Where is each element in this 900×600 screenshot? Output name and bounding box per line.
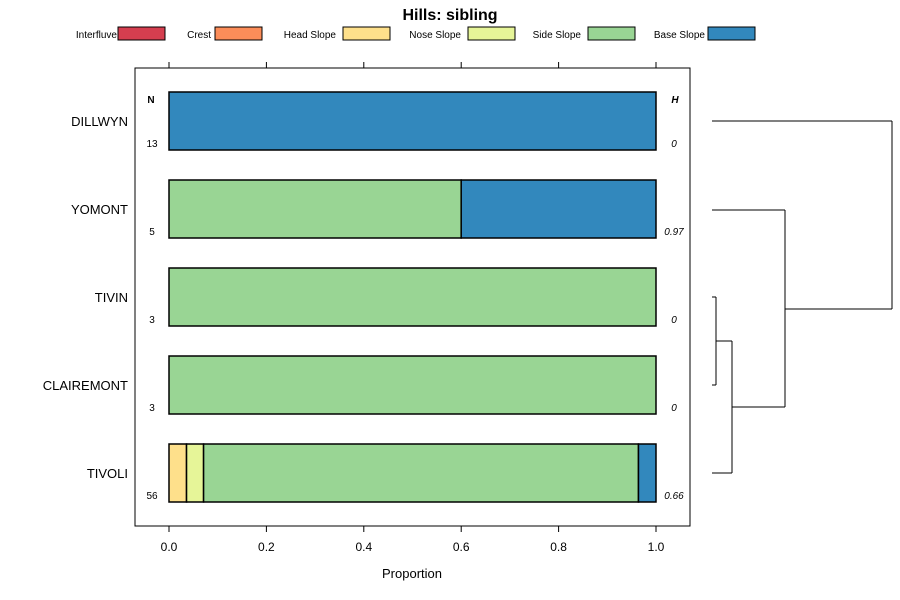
n-value: 13 (146, 139, 158, 150)
legend-swatch (214, 26, 263, 41)
bar-row: DILLWYN 13 0 (71, 91, 677, 151)
bar-row: CLAIREMONT 3 0 (43, 355, 677, 415)
x-axis: 0.0 0.2 0.4 0.6 0.8 1.0 (161, 62, 665, 554)
legend-label: Crest (187, 30, 211, 41)
legend-swatch (117, 26, 166, 41)
bar-segment (202, 443, 640, 503)
legend-label: Side Slope (533, 30, 582, 41)
category-label: YOMONT (71, 202, 128, 217)
bar-row: TIVOLI 56 0.66 (87, 443, 684, 503)
x-tick-label: 0.4 (355, 540, 372, 554)
n-column-header: N (147, 95, 154, 106)
h-value: 0 (671, 139, 677, 150)
category-label: DILLWYN (71, 114, 128, 129)
h-value: 0 (671, 315, 677, 326)
x-tick-label: 0.6 (453, 540, 470, 554)
category-label: TIVIN (95, 290, 128, 305)
bar-row: YOMONT 5 0.97 (71, 179, 684, 239)
bar-segment (460, 179, 657, 239)
plot-panel (134, 67, 691, 527)
h-value: 0 (671, 403, 677, 414)
bar-rows: DILLWYN 13 0 YOMONT 5 0.97 TIVIN 3 0 CLAIREMONT 3 0… (43, 91, 684, 503)
x-tick-label: 0.2 (258, 540, 275, 554)
bar-segment (168, 267, 657, 327)
x-tick-label: 1.0 (648, 540, 665, 554)
legend-swatch (587, 26, 636, 41)
x-axis-label: Proportion (382, 566, 442, 581)
category-label: CLAIREMONT (43, 378, 128, 393)
legend-label: Interfluve (76, 30, 118, 41)
bar-segment (168, 91, 657, 151)
h-value: 0.97 (664, 227, 684, 238)
dendrogram (712, 120, 893, 474)
bar-segment (168, 179, 462, 239)
legend-label: Base Slope (654, 30, 706, 41)
bar-segment (168, 443, 188, 503)
n-value: 56 (146, 491, 158, 502)
n-value: 3 (149, 403, 155, 414)
legend-label: Head Slope (284, 30, 337, 41)
bar-segment (637, 443, 657, 503)
bar-segment (185, 443, 205, 503)
h-value: 0.66 (664, 491, 684, 502)
legend-swatch (342, 26, 391, 41)
x-tick-label: 0.0 (161, 540, 178, 554)
bar-segment (168, 355, 657, 415)
category-label: TIVOLI (87, 466, 128, 481)
n-value: 5 (149, 227, 155, 238)
n-value: 3 (149, 315, 155, 326)
h-column-header: H (671, 95, 679, 106)
bar-row: TIVIN 3 0 (95, 267, 677, 327)
legend-label: Nose Slope (409, 30, 461, 41)
legend-swatch (467, 26, 516, 41)
chart-title: Hills: sibling (402, 7, 497, 24)
legend-swatch (707, 26, 756, 41)
legend: Interfluve Crest Head Slope Nose Slope Side … (76, 26, 756, 41)
x-tick-label: 0.8 (550, 540, 567, 554)
